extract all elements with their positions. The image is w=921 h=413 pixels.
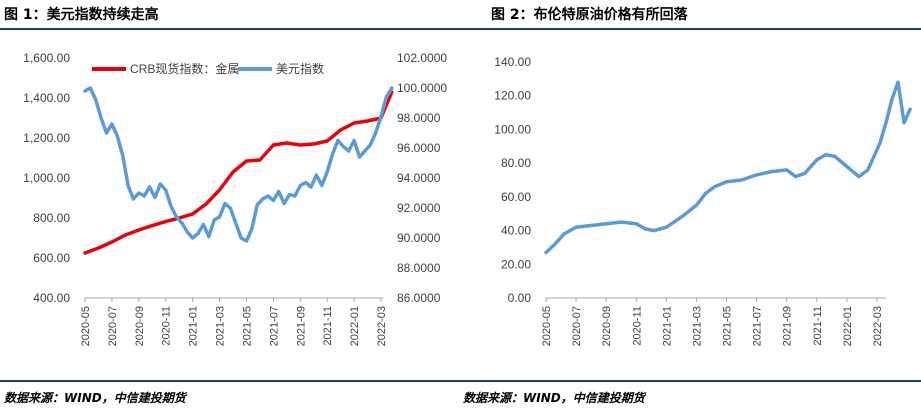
chart1-y-right-tick-label: 88.0000 bbox=[397, 261, 441, 275]
chart1-x-tick-label: 2022-01 bbox=[349, 306, 361, 346]
chart2-brent-crude: 2020-05 2020-07 2020-09 2020-11 2021-01 2021-… bbox=[494, 55, 912, 346]
chart2-x-tick-label: 2022-01 bbox=[842, 306, 854, 346]
chart1-x-tick-label: 2021-11 bbox=[322, 306, 334, 346]
chart1-x-tick-label: 2020-07 bbox=[107, 306, 119, 346]
chart2-x-tick-label: 2021-05 bbox=[722, 306, 734, 346]
figure2-source: 数据来源：WIND，中信建投期货 bbox=[463, 391, 645, 405]
chart1-y-left-tick-label: 1,600.00 bbox=[23, 51, 70, 65]
chart2-y-tick-label: 100.00 bbox=[494, 122, 531, 136]
chart1-x-tick-label: 2021-05 bbox=[241, 306, 253, 346]
chart1-x-tick-label: 2021-09 bbox=[295, 306, 307, 346]
chart1-y-right-tick-label: 94.0000 bbox=[397, 171, 441, 185]
chart1-y-right-tick-label: 102.0000 bbox=[397, 51, 447, 65]
chart2-y-tick-label: 40.00 bbox=[501, 224, 531, 238]
figure1-source: 数据来源：WIND，中信建投期货 bbox=[4, 391, 186, 405]
chart2-x-tick-label: 2021-07 bbox=[752, 306, 764, 346]
chart2-y-tick-label: 120.00 bbox=[494, 89, 531, 103]
chart2-x-tick-label: 2021-09 bbox=[782, 306, 794, 346]
chart2-y-tick-label: 0.00 bbox=[508, 291, 532, 305]
figure2-title: 图 2：布伦特原油价格有所回落 bbox=[491, 7, 688, 23]
legend-usd-index-label: 美元指数 bbox=[276, 61, 324, 76]
chart2-y-tick-label: 140.00 bbox=[494, 55, 531, 69]
chart2-y-tick-label: 80.00 bbox=[501, 156, 531, 170]
chart1-y-right-tick-label: 100.0000 bbox=[397, 81, 447, 95]
chart2-y-tick-label: 20.00 bbox=[501, 257, 531, 271]
chart2-x-tick-label: 2020-11 bbox=[631, 306, 643, 346]
chart1-y-right-tick-label: 92.0000 bbox=[397, 201, 441, 215]
chart2-x-tick-label: 2021-11 bbox=[812, 306, 824, 346]
chart1-x-tick-label: 2021-07 bbox=[268, 306, 280, 346]
chart2-brent-line bbox=[544, 80, 912, 255]
header-rule bbox=[0, 28, 921, 30]
chart1-x-tick-label: 2020-05 bbox=[80, 306, 92, 346]
chart1-y-left-tick-label: 1,200.00 bbox=[23, 131, 70, 145]
chart1-x-tick-label: 2022-03 bbox=[376, 306, 388, 346]
chart1-y-right-tick-label: 98.0000 bbox=[397, 111, 441, 125]
chart1-x-tick-label: 2021-03 bbox=[215, 306, 227, 346]
chart2-x-tick-label: 2021-03 bbox=[691, 306, 703, 346]
chart1-y-right-tick-label: 86.0000 bbox=[397, 291, 441, 305]
chart1-series-metals-line bbox=[83, 90, 394, 255]
chart2-x-tick-label: 2020-05 bbox=[541, 306, 553, 346]
chart1-x-tick-label: 2020-11 bbox=[161, 306, 173, 346]
chart2-x-tick-label: 2021-01 bbox=[661, 306, 673, 346]
chart1-y-left-tick-label: 800.00 bbox=[33, 211, 70, 225]
footer-rule bbox=[0, 380, 921, 382]
chart1-y-left-tick-label: 600.00 bbox=[33, 251, 70, 265]
chart1-y-left-tick-label: 1,400.00 bbox=[23, 91, 70, 105]
chart1-y-left-tick-label: 400.00 bbox=[33, 291, 70, 305]
chart1-x-tick-label: 2021-01 bbox=[188, 306, 200, 346]
chart1-y-right-tick-label: 90.0000 bbox=[397, 231, 441, 245]
chart1-y-left-tick-label: 1,000.00 bbox=[23, 171, 70, 185]
chart1-y-right-tick-label: 96.0000 bbox=[397, 141, 441, 155]
figure1-title: 图 1：美元指数持续走高 bbox=[4, 7, 159, 23]
chart1-series-usd-index-line bbox=[83, 86, 394, 243]
chart2-x-tick-label: 2022-03 bbox=[872, 306, 884, 346]
chart2-x-tick-label: 2020-07 bbox=[571, 306, 583, 346]
chart2-x-tick-label: 2020-09 bbox=[601, 306, 613, 346]
chart1-x-tick-label: 2020-09 bbox=[134, 306, 146, 346]
legend-metals-label: CRB现货指数：金属 bbox=[130, 61, 239, 76]
chart2-y-tick-label: 60.00 bbox=[501, 190, 531, 204]
